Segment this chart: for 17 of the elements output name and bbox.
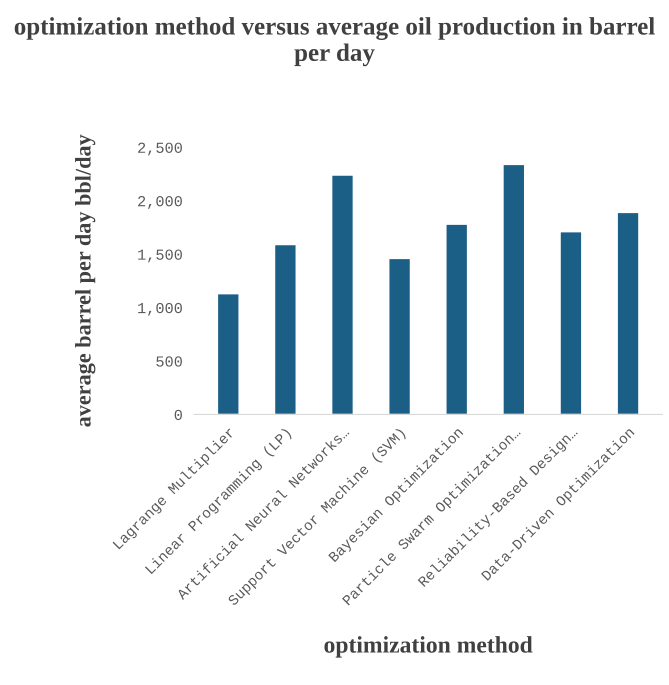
y-tick-label: 1,500 [138, 249, 182, 262]
y-tick-label: 2,000 [138, 196, 182, 209]
bar [216, 292, 240, 414]
bar [502, 164, 526, 414]
y-tick-label: 500 [156, 356, 182, 367]
bar [559, 231, 582, 414]
bar [330, 174, 354, 414]
chart-title: optimization method versus average oil production in barrel per day [14, 17, 655, 66]
bar [616, 212, 640, 414]
x-axis-title: optimization method [324, 636, 533, 658]
y-tick-label: 1,000 [138, 302, 182, 316]
bar [388, 258, 412, 414]
bar [445, 224, 468, 414]
y-tick-label: 0 [174, 410, 182, 420]
y-tick-label: 2,500 [138, 142, 182, 156]
bar [274, 244, 297, 414]
y-axis-title: average barrel per day bbl/day [75, 134, 96, 427]
